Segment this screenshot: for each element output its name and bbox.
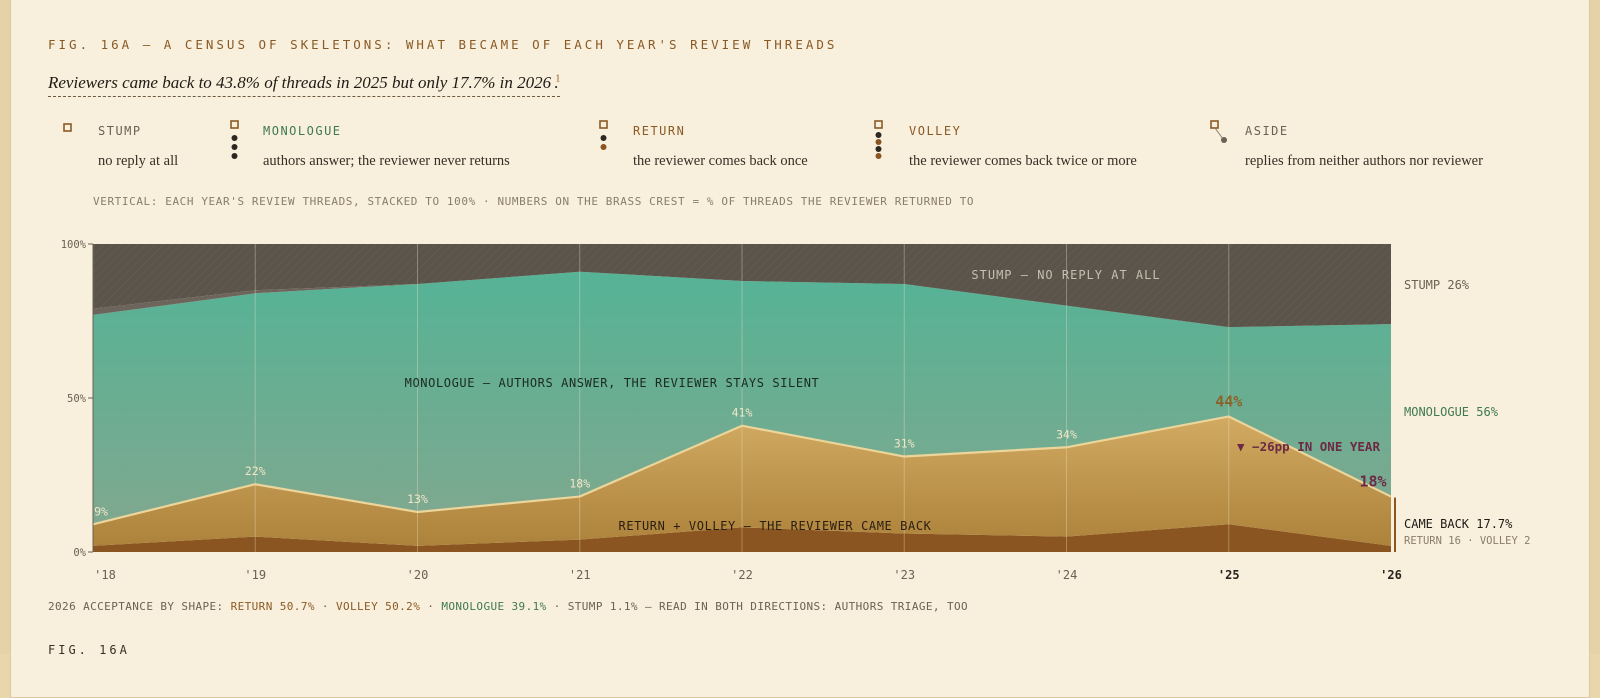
crest-label: 31%	[894, 437, 915, 451]
stacked-area-chart: 9% 22% 13% 18% 41% 31% 34% 44% 18% 0% 50% 100% '18 '…	[61, 239, 1531, 582]
legend-name-monologue: MONOLOGUE	[263, 124, 342, 138]
footer-rest: · STUMP 1.1% — READ IN BOTH DIRECTIONS: …	[546, 600, 969, 613]
x-tick-label: '25	[1218, 568, 1240, 582]
legend-desc-aside: replies from neither authors nor reviewe…	[1245, 153, 1483, 169]
footnote-link[interactable]: 1	[555, 73, 561, 85]
footer-volley: VOLLEY 50.2%	[335, 600, 421, 613]
drop-annotation: ▼ −26pp IN ONE YEAR	[1237, 439, 1380, 454]
legend-desc-return: the reviewer comes back once	[633, 153, 808, 169]
hollow-square-icon	[63, 123, 72, 132]
legend-name-aside: ASIDE	[1245, 124, 1289, 138]
y-tick-label: 100%	[61, 239, 87, 251]
area-volley	[93, 524, 1391, 552]
region-label-monologue: MONOLOGUE — AUTHORS ANSWER, THE REVIEWER…	[405, 376, 820, 390]
return-dots-icon	[599, 120, 608, 150]
x-tick-label: '26	[1380, 568, 1402, 582]
x-tick-label: '18	[94, 568, 116, 582]
right-label-came-back-detail: RETURN 16 · VOLLEY 2	[1404, 535, 1530, 547]
region-label-came-back: RETURN + VOLLEY — THE REVIEWER CAME BACK	[619, 519, 932, 533]
figure-headline: Reviewers came back to 43.8% of threads …	[48, 73, 561, 97]
y-tick-label: 50%	[67, 393, 87, 405]
aside-branch-icon	[1210, 120, 1227, 143]
crest-label: 18%	[569, 477, 590, 491]
crest-label: 44%	[1215, 392, 1242, 410]
footer-sep-1: ·	[314, 600, 336, 613]
footer-prefix: 2026 ACCEPTANCE BY SHAPE:	[48, 600, 231, 613]
headline-period: .	[554, 73, 559, 92]
headline-text: Reviewers came back to 43.8% of threads …	[48, 73, 552, 92]
legend-name-stump: STUMP	[98, 124, 142, 138]
crest-label: 41%	[732, 406, 753, 420]
legend-name-volley: VOLLEY	[909, 124, 962, 138]
area-return	[93, 416, 1391, 546]
crest-label: 22%	[245, 464, 266, 478]
legend-desc-monologue: authors answer; the reviewer never retur…	[263, 153, 510, 169]
footer-monologue: MONOLOGUE 39.1%	[441, 600, 547, 613]
crest-label: 9%	[94, 504, 108, 518]
footer-return: RETURN 50.7%	[230, 600, 315, 613]
crest-line	[92, 415, 1392, 526]
right-label-monologue: MONOLOGUE 56%	[1404, 405, 1499, 419]
next-figure-label: FIG. 16A	[48, 643, 130, 657]
crest-label: 34%	[1056, 427, 1077, 441]
x-tick-label: '20	[407, 568, 429, 582]
crest-label: 18%	[1359, 473, 1386, 491]
right-label-stump: STUMP 26%	[1404, 278, 1470, 292]
legend-desc-volley: the reviewer comes back twice or more	[909, 153, 1137, 169]
x-tick-label: '23	[893, 568, 915, 582]
crest-label: 13%	[407, 492, 428, 506]
y-tick-label: 0%	[73, 547, 86, 559]
x-tick-label: '22	[731, 568, 753, 582]
x-tick-label: '21	[569, 568, 591, 582]
legend-desc-stump: no reply at all	[98, 153, 179, 169]
x-tick-label: '19	[244, 568, 266, 582]
volley-dots-icon	[874, 120, 883, 159]
region-label-stump: STUMP — NO REPLY AT ALL	[971, 268, 1160, 282]
area-monologue	[93, 271, 1391, 525]
right-label-came-back: CAME BACK 17.7%	[1404, 517, 1513, 531]
thread-dots-icon	[230, 120, 239, 159]
footer-sep-2: ·	[420, 600, 442, 613]
figure-title: FIG. 16A — A CENSUS OF SKELETONS: WHAT B…	[48, 37, 838, 52]
area-stump	[93, 244, 1391, 328]
legend-name-return: RETURN	[633, 124, 686, 138]
acceptance-footer: 2026 ACCEPTANCE BY SHAPE: RETURN 50.7% ·…	[48, 600, 968, 613]
chart-caption: VERTICAL: EACH YEAR'S REVIEW THREADS, ST…	[93, 195, 975, 208]
x-tick-label: '24	[1056, 568, 1078, 582]
